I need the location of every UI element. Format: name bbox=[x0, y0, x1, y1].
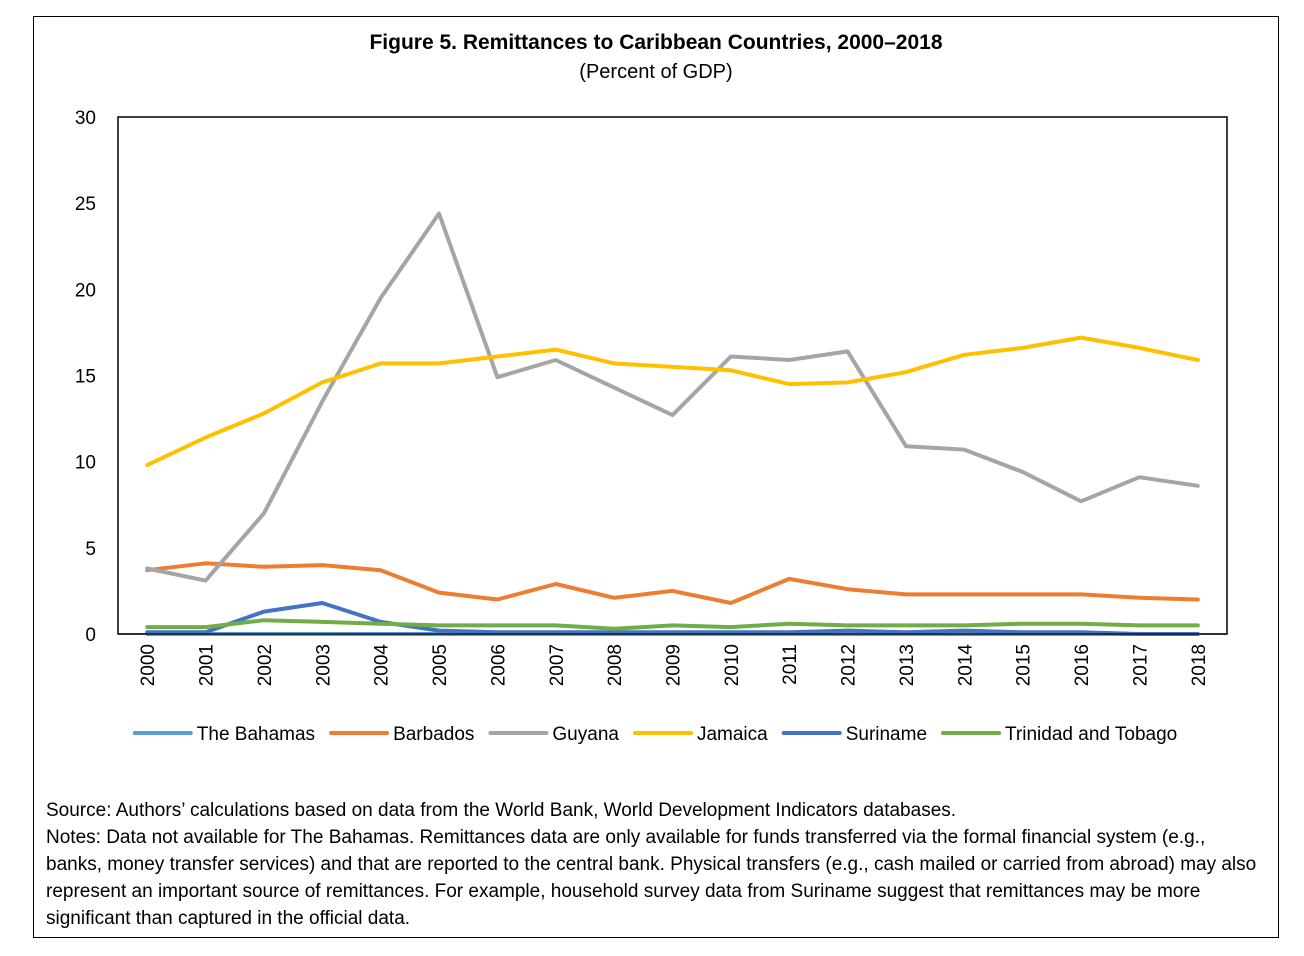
x-tick-label: 2006 bbox=[488, 644, 509, 686]
legend-label-guyana: Guyana bbox=[552, 724, 619, 745]
series-line-suriname bbox=[145, 601, 1200, 636]
y-tick-label: 15 bbox=[75, 367, 96, 388]
x-tick-label: 2017 bbox=[1130, 644, 1151, 686]
x-tick-label: 2012 bbox=[839, 644, 860, 686]
y-tick-label: 20 bbox=[75, 280, 96, 301]
x-tick-label: 2009 bbox=[664, 644, 685, 686]
legend-label-trinidad-and-tobago: Trinidad and Tobago bbox=[1005, 724, 1177, 745]
x-tick-label: 2013 bbox=[897, 644, 918, 686]
line-chart: 0 5 10 15 20 25 30 2000 2001 2002 2003 2004 2005 2006… bbox=[75, 108, 1228, 745]
x-tick-label: 2015 bbox=[1014, 644, 1035, 686]
legend-label-suriname: Suriname bbox=[846, 724, 927, 745]
x-tick-label: 2004 bbox=[372, 644, 393, 687]
figure-frame: Figure 5. Remittances to Caribbean Count… bbox=[33, 16, 1279, 938]
x-tick-label: 2014 bbox=[955, 644, 976, 687]
x-tick-label: 2005 bbox=[430, 644, 451, 686]
x-tick-label: 2003 bbox=[313, 644, 334, 686]
series-line-trinidad-and-tobago bbox=[145, 618, 1200, 631]
plot-area-border bbox=[117, 116, 1228, 635]
legend-label-the-bahamas: The Bahamas bbox=[197, 724, 315, 745]
series-line-barbados bbox=[145, 561, 1200, 605]
x-tick-label: 2001 bbox=[197, 644, 218, 686]
legend-label-jamaica: Jamaica bbox=[697, 724, 768, 745]
notes-text: Notes: Data not available for The Bahama… bbox=[46, 827, 1257, 929]
x-tick-label: 2002 bbox=[255, 644, 276, 686]
notes-block: Source: Authors’ calculations based on d… bbox=[46, 797, 1266, 932]
x-tick-label: 2016 bbox=[1072, 644, 1093, 686]
y-tick-label: 5 bbox=[85, 539, 96, 560]
x-tick-label: 2011 bbox=[780, 644, 801, 685]
y-tick-label: 10 bbox=[75, 453, 96, 474]
x-tick-label: 2007 bbox=[547, 644, 568, 686]
legend-label-barbados: Barbados bbox=[393, 724, 474, 745]
x-tick-label: 2008 bbox=[605, 644, 626, 686]
source-note: Source: Authors’ calculations based on d… bbox=[46, 800, 957, 821]
series-line-jamaica bbox=[145, 335, 1200, 468]
chart-title: Figure 5. Remittances to Caribbean Count… bbox=[369, 31, 943, 54]
y-tick-label: 25 bbox=[75, 194, 96, 215]
y-tick-label: 30 bbox=[75, 108, 96, 129]
x-tick-label: 2018 bbox=[1189, 644, 1210, 686]
chart-subtitle: (Percent of GDP) bbox=[579, 61, 733, 83]
y-tick-label: 0 bbox=[85, 625, 96, 646]
series-line-guyana bbox=[145, 211, 1200, 583]
x-tick-label: 2000 bbox=[138, 644, 159, 686]
x-tick-label: 2010 bbox=[722, 644, 743, 686]
